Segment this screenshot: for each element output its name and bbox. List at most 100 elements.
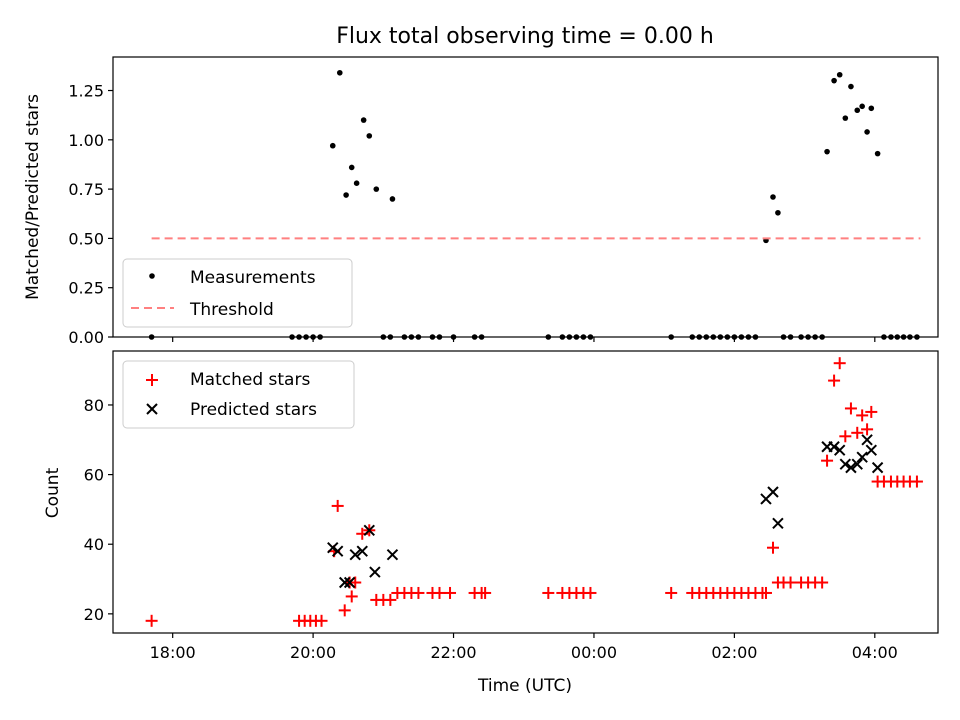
top-y-axis-label: Matched/Predicted stars	[23, 94, 43, 300]
bottom-x-tick-label: 20:00	[290, 643, 336, 662]
measurements-point	[842, 115, 849, 121]
matched-stars-point	[821, 454, 834, 467]
predicted-stars-point	[865, 444, 878, 456]
bottom-legend-frame	[122, 360, 355, 429]
predicted-stars-point	[833, 444, 846, 456]
bottom-legend: Matched stars Predicted stars	[122, 360, 355, 429]
top-y-axis: 0.00 0.25 0.50 0.75 1.00 1.25	[68, 82, 113, 347]
matched-stars-point	[856, 409, 869, 422]
predicted-stars-point	[356, 545, 368, 557]
bottom-x-axis: 18:00 20:00 22:00 00:00 02:00 04:00	[150, 633, 898, 662]
matched-stars-point	[349, 576, 362, 589]
matched-stars-point	[338, 604, 351, 617]
bottom-y-tick-label: 20	[84, 605, 104, 624]
matched-stars-point	[865, 405, 878, 418]
legend-matched-label: Matched stars	[190, 370, 310, 390]
matched-stars-point	[331, 499, 344, 512]
matched-stars-point	[315, 614, 328, 627]
top-x-axis	[172, 337, 876, 342]
measurements-point	[343, 192, 349, 198]
measurements-point	[874, 150, 881, 157]
predicted-stars-point	[343, 576, 356, 589]
legend-predicted-label: Predicted stars	[190, 400, 317, 420]
predicted-stars-point	[331, 545, 344, 557]
predicted-stars-point	[349, 548, 361, 561]
measurements-point	[366, 133, 373, 139]
matched-stars-point	[444, 586, 457, 599]
legend-matched-marker	[146, 374, 158, 386]
matched-stars-point	[833, 357, 846, 370]
measurements-point	[360, 117, 367, 123]
predicted-stars-point	[856, 451, 868, 463]
bottom-axes-frame	[112, 350, 939, 634]
matched-stars-point	[767, 541, 779, 554]
matched-stars-point	[412, 586, 425, 599]
top-y-tick-label: 0.25	[68, 279, 104, 298]
matched-stars-point	[816, 576, 829, 589]
bottom-y-tick-label: 80	[84, 396, 104, 415]
predicted-stars-point	[845, 461, 857, 474]
matched-stars-point	[839, 430, 852, 443]
top-chart-title: Flux total observing time = 0.00 h	[336, 24, 714, 49]
predicted-stars-point	[772, 517, 784, 530]
matched-stars-point	[542, 586, 555, 599]
bottom-x-axis-label: Time (UTC)	[477, 676, 572, 696]
predicted-stars-point	[363, 524, 375, 537]
measurements-point	[868, 105, 875, 112]
bottom-x-tick-label: 18:00	[150, 643, 196, 662]
measurements-point	[831, 77, 837, 84]
bottom-y-tick-label: 40	[84, 535, 104, 554]
matched-stars-point	[828, 374, 841, 387]
predicted-stars-point	[839, 458, 852, 470]
measurements-point	[859, 103, 865, 110]
legend-predicted-marker	[146, 403, 158, 415]
bottom-y-axis: 20 40 60 80	[84, 396, 113, 624]
bottom-y-axis-label: Count	[43, 467, 63, 518]
measurements-point	[336, 69, 343, 76]
predicted-stars-point	[338, 576, 351, 589]
measurements-point	[848, 83, 854, 90]
top-y-tick-label: 1.00	[68, 131, 104, 150]
bottom-plot-area	[145, 357, 923, 627]
legend-measurements-label: Measurements	[190, 268, 316, 288]
predicted-stars-point	[828, 441, 840, 453]
measurements-point	[775, 209, 781, 216]
bottom-x-tick-label: 22:00	[430, 643, 476, 662]
bottom-x-tick-label: 04:00	[852, 643, 898, 662]
measurements-point	[348, 164, 355, 171]
matched-stars-point	[384, 593, 397, 606]
bottom-x-tick-label: 02:00	[711, 643, 757, 662]
top-axes-frame	[112, 56, 939, 338]
matched-stars-point	[851, 426, 864, 439]
measurements-point	[864, 129, 870, 135]
predicted-stars-point	[851, 458, 863, 470]
measurements-point	[329, 142, 336, 149]
predicted-stars-point	[386, 548, 399, 561]
measurements-point	[353, 180, 360, 186]
predicted-stars-point	[767, 486, 779, 498]
matched-stars-point	[784, 576, 797, 589]
matched-stars-point	[345, 590, 358, 603]
predicted-stars-point	[871, 461, 884, 474]
predicted-stars-point	[861, 434, 873, 446]
matched-stars-point	[145, 614, 158, 627]
top-y-tick-label: 0.00	[68, 328, 104, 347]
predicted-stars-point	[327, 541, 339, 554]
measurements-point	[824, 148, 830, 155]
measurements-point	[770, 194, 776, 200]
matched-stars-point	[844, 402, 857, 415]
matched-stars-point	[584, 586, 597, 599]
top-y-tick-label: 1.25	[68, 82, 104, 101]
matched-stars-point	[759, 586, 772, 599]
bottom-x-tick-label: 00:00	[571, 643, 617, 662]
matched-stars-point	[433, 586, 446, 599]
matched-stars-point	[665, 586, 678, 599]
predicted-stars-point	[369, 566, 381, 578]
matched-stars-point	[861, 423, 874, 436]
measurements-point	[836, 71, 843, 78]
top-legend: Measurements Threshold	[122, 258, 353, 328]
top-legend-frame	[122, 258, 353, 328]
legend-measurements-marker	[149, 273, 155, 279]
